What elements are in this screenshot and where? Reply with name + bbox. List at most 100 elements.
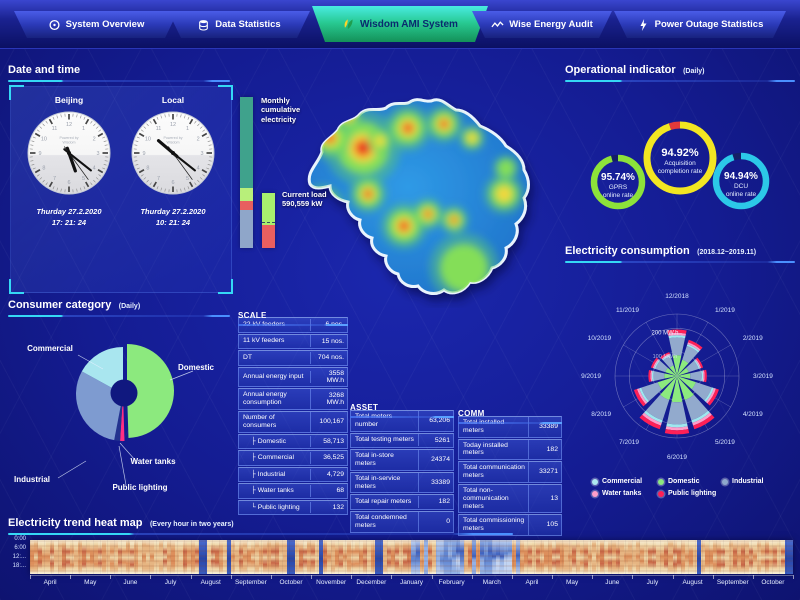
rose-axis-label: 200 MW.h <box>651 330 678 336</box>
heatmap-column <box>50 540 55 574</box>
heatmap-column <box>303 540 308 574</box>
tab-power-outage-statistics[interactable]: Power Outage Statistics <box>614 11 786 38</box>
heatmap-column <box>130 540 135 574</box>
row-label: Total commissioning meters <box>459 515 529 535</box>
heatmap-column <box>672 540 677 574</box>
heatmap-column <box>162 540 167 574</box>
donut-label: online rate <box>603 192 634 199</box>
datetime-panel: Beijing 1 2 3 4 5 6 7 8 9 10 11 12 Powered by Wisdom Th… <box>9 85 233 294</box>
heatmap-column <box>772 540 777 574</box>
row-value: 100,167 <box>319 418 344 426</box>
row-value: 132 <box>332 503 344 511</box>
scale-table-header: SCALE <box>238 305 348 326</box>
svg-text:8: 8 <box>146 166 149 172</box>
heatmap-column <box>307 540 312 574</box>
heatmap-column <box>367 540 372 574</box>
heatmap-column <box>94 540 99 574</box>
heatmap-column <box>70 540 75 574</box>
rose-sector-1/2019 <box>677 339 703 376</box>
heatmap-month-label: June <box>605 579 620 586</box>
pie-slice-water-tanks <box>120 394 125 441</box>
tab-wise-energy-audit[interactable]: Wise Energy Audit <box>472 11 612 38</box>
heatmap-column <box>154 540 159 574</box>
heatmap-column <box>556 540 561 574</box>
heatmap-column <box>134 540 139 574</box>
heatmap-column <box>576 540 581 574</box>
heatmap-column <box>250 540 255 574</box>
heatmap-column <box>467 540 472 574</box>
tab-system-overview[interactable]: System Overview <box>14 11 178 38</box>
database-icon <box>197 19 210 31</box>
legend-item-water-tanks[interactable]: Water tanks <box>592 490 658 497</box>
clock-beijing: Beijing 1 2 3 4 5 6 7 8 9 10 11 12 Powered by Wisdom Th… <box>17 95 121 227</box>
clock-time: 17: 21: 24 <box>51 218 87 227</box>
svg-text:2: 2 <box>93 137 96 143</box>
svg-text:7: 7 <box>53 176 56 182</box>
heatmap-column <box>54 540 59 574</box>
clock-date: Thurday 27.2.2020 <box>36 207 102 216</box>
monthly-bar-label: Monthly cumulative electricity <box>261 96 301 124</box>
donut-label: GPRS <box>609 184 628 191</box>
row-value: 68 <box>336 487 344 495</box>
heatmap-column <box>114 540 119 574</box>
heatmap-column <box>126 540 131 574</box>
heatmap-column <box>246 540 251 574</box>
heatmap-column <box>34 540 39 574</box>
heatmap-column <box>198 540 203 574</box>
svg-text:Powered by: Powered by <box>60 136 79 140</box>
header-underline <box>350 416 454 418</box>
heatmap-column <box>724 540 729 574</box>
legend-item-public-lighting[interactable]: Public lighting <box>658 490 722 497</box>
pie-label-domestic: Domestic <box>178 363 215 372</box>
heatmap-column <box>82 540 87 574</box>
heatmap-column <box>427 540 432 574</box>
heatmap-column <box>399 540 404 574</box>
heatmap-column <box>423 540 428 574</box>
tab-wisdom-ami-system[interactable]: Wisdom AMI System <box>312 6 488 42</box>
heatmap-column <box>206 540 211 574</box>
legend-item-commercial[interactable]: Commercial <box>592 478 658 485</box>
heatmap-column <box>459 540 464 574</box>
bar-segment <box>262 193 275 225</box>
rose-month-label: 7/2019 <box>619 439 639 446</box>
row-value: 5261 <box>434 436 450 444</box>
heatmap-column <box>30 540 35 574</box>
heatmap-column <box>419 540 424 574</box>
tab-label: Wisdom AMI System <box>360 18 458 30</box>
table-row: Total in-store meters 24374 <box>350 449 454 471</box>
bar-segment <box>240 97 253 188</box>
heatmap-month-label: October <box>279 579 303 586</box>
heatmap-column <box>262 540 267 574</box>
tab-data-statistics[interactable]: Data Statistics <box>168 11 310 38</box>
rose-month-label: 8/2019 <box>591 411 611 418</box>
legend-item-domestic[interactable]: Domestic <box>658 478 722 485</box>
svg-text:Wisdom: Wisdom <box>167 141 180 145</box>
consumer-category-header: Consumer category (Daily) <box>8 295 230 317</box>
heatmap-month-tick <box>431 575 433 579</box>
heatmap-month-tick <box>351 575 353 579</box>
heatmap-column <box>620 540 625 574</box>
svg-text:Powered by: Powered by <box>164 136 183 140</box>
row-value: 3558 MW.h <box>326 369 344 384</box>
row-value: 182 <box>546 445 558 453</box>
heatmap-column <box>475 540 480 574</box>
heatmap-column <box>66 540 71 574</box>
legend-dot-icon <box>722 478 728 485</box>
legend-label: Commercial <box>602 478 643 485</box>
row-label: Total in-service meters <box>351 472 419 493</box>
heatmap-column <box>572 540 577 574</box>
heatmap-column <box>323 540 328 574</box>
consumption-subtitle: (2018.12~2019.11) <box>697 249 757 256</box>
heatmap-column <box>102 540 107 574</box>
heatmap-column <box>628 540 633 574</box>
svg-text:4: 4 <box>93 166 96 172</box>
heatmap-month-label: January <box>399 579 424 586</box>
heatmap-hour-label: 6:00 <box>14 545 26 551</box>
row-label: Total repair meters <box>351 496 419 509</box>
legend-item-industrial[interactable]: Industrial <box>722 478 794 485</box>
heatmap-month-label: July <box>646 579 659 586</box>
